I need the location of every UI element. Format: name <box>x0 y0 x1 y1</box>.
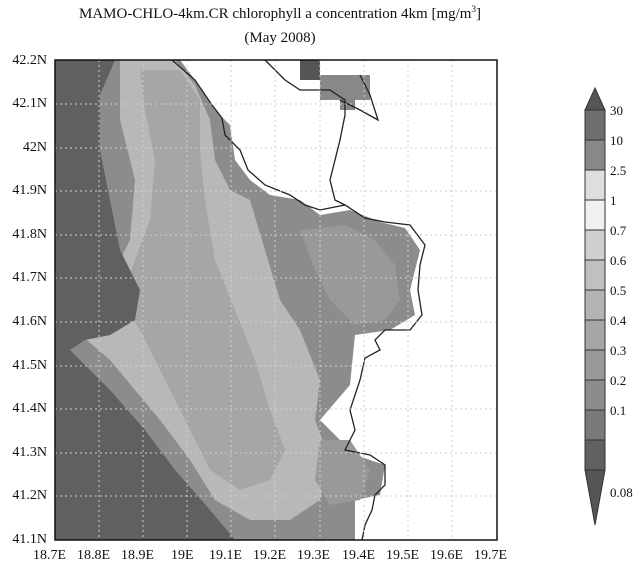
colorbar-swatch-11 <box>584 409 606 441</box>
colorbar-swatch-4 <box>584 199 606 231</box>
sea-patch-north-a <box>300 60 320 80</box>
colorbar-swatch-1 <box>584 109 606 141</box>
border-line-north <box>339 74 380 122</box>
y-tick-label: 41.7N <box>12 270 47 285</box>
colorbar-label: 0.3 <box>610 343 627 358</box>
x-tick-label: 19.7E <box>474 548 508 563</box>
colorbar-label: 0.6 <box>610 253 627 268</box>
colorbar-label: 0.08 <box>610 485 633 500</box>
colorbar-swatch-6 <box>584 259 606 291</box>
colorbar-label: 0.7 <box>610 223 627 238</box>
colorbar-label: 2.5 <box>610 163 627 178</box>
colorbar-top-arrow <box>584 86 606 111</box>
graticule <box>55 60 497 540</box>
x-tick-label: 19.5E <box>386 548 420 563</box>
colorbar-swatch-3 <box>584 169 606 201</box>
colorbar-swatch-10 <box>584 379 606 411</box>
y-tick-label: 41.8N <box>12 227 47 242</box>
y-tick-label: 41.5N <box>12 358 47 373</box>
x-tick-label: 19.1E <box>209 548 243 563</box>
map-title: MAMO-CHLO-4km.CR chlorophyll a concentra… <box>0 4 560 23</box>
border-line <box>264 59 346 206</box>
y-tick-label: 41.6N <box>12 314 47 329</box>
colorbar <box>584 86 606 526</box>
colorbar-swatch-12 <box>584 439 606 471</box>
y-tick-label: 41.4N <box>12 401 47 416</box>
colorbar-bottom-arrow <box>584 469 606 526</box>
x-tick-label: 19.4E <box>342 548 376 563</box>
colorbar-label: 10 <box>610 133 623 148</box>
map-title-text: MAMO-CHLO-4km.CR chlorophyll a concentra… <box>79 6 472 22</box>
y-tick-label: 42.1N <box>12 96 47 111</box>
y-tick-label: 41.1N <box>12 532 47 547</box>
colorbar-label: 30 <box>610 103 623 118</box>
map-title-superscript: 3 <box>471 4 476 14</box>
colorbar-label: 0.5 <box>610 283 627 298</box>
colorbar-swatch-5 <box>584 229 606 261</box>
colorbar-swatch-2 <box>584 139 606 171</box>
x-tick-label: 19E <box>171 548 194 563</box>
x-tick-label: 18.7E <box>33 548 67 563</box>
y-tick-label: 42N <box>22 140 47 155</box>
x-tick-label: 18.8E <box>77 548 111 563</box>
colorbar-label: 0.1 <box>610 403 627 418</box>
x-tick-label: 19.6E <box>430 548 464 563</box>
sea-mid <box>120 70 285 490</box>
map-title-suffix: ] <box>475 6 481 22</box>
sea-deep <box>55 60 235 540</box>
x-tick-label: 19.2E <box>253 548 287 563</box>
colorbar-label: 1 <box>610 193 617 208</box>
colorbar-label: 0.2 <box>610 373 627 388</box>
y-tick-label: 42.2N <box>12 53 47 68</box>
sea-coastal-patch-south <box>315 440 370 505</box>
colorbar-swatch-8 <box>584 319 606 351</box>
sea-patch-north-c <box>340 100 355 110</box>
sea-coastal-patch <box>300 225 400 325</box>
x-tick-label: 19.3E <box>297 548 331 563</box>
y-tick-label: 41.2N <box>12 488 47 503</box>
map-subtitle: (May 2008) <box>244 30 316 46</box>
plot-frame <box>54 59 498 541</box>
colorbar-label: 0.4 <box>610 313 627 328</box>
x-tick-label: 18.9E <box>121 548 155 563</box>
coastline <box>171 59 426 541</box>
colorbar-swatch-7 <box>584 289 606 321</box>
colorbar-swatch-9 <box>584 349 606 381</box>
y-tick-label: 41.9N <box>12 183 47 198</box>
y-tick-label: 41.3N <box>12 445 47 460</box>
